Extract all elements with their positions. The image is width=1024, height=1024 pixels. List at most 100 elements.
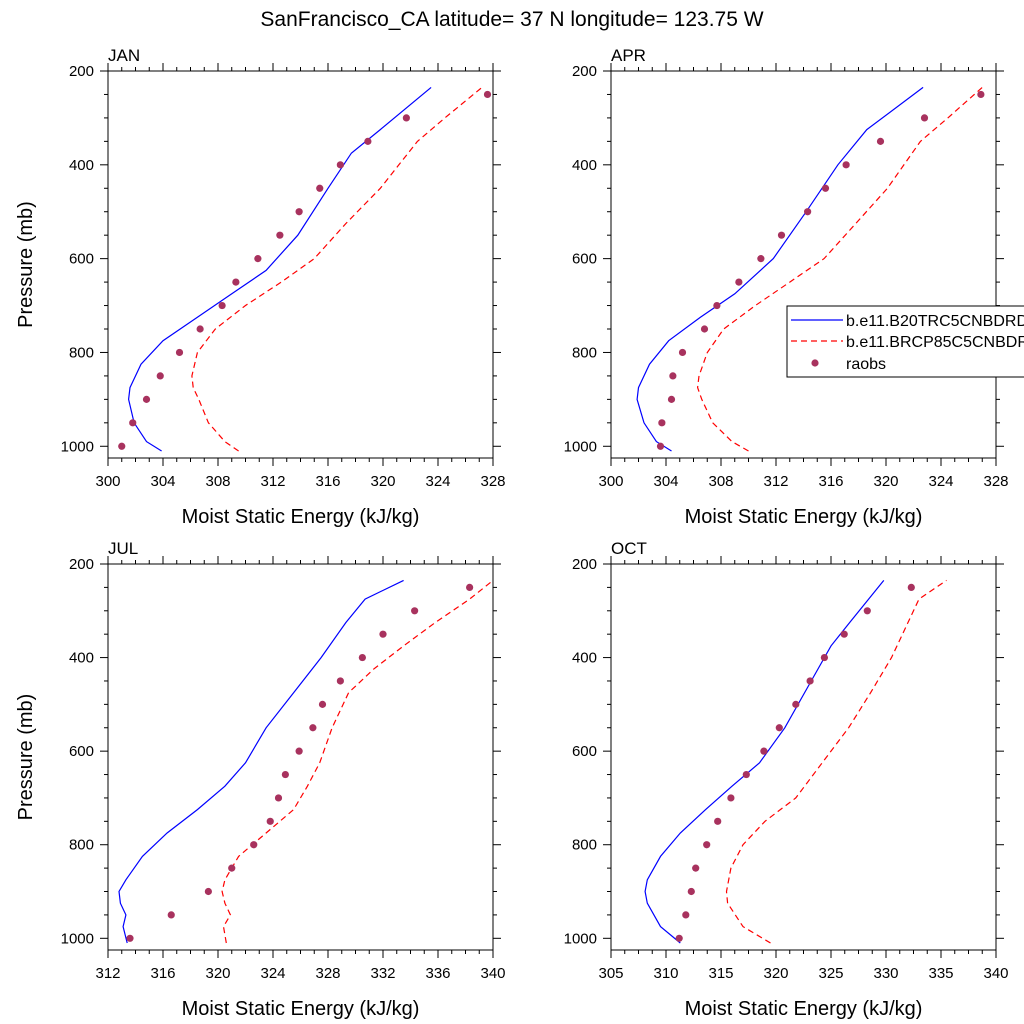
legend-box	[786, 305, 1024, 378]
raobs-point	[118, 442, 126, 450]
raobs-point	[792, 700, 800, 708]
y-tick-label: 1000	[61, 438, 94, 455]
x-tick-label: 324	[928, 473, 953, 490]
x-tick-label: 300	[598, 473, 623, 490]
series-line-b20trc5cnbdrd	[127, 86, 432, 452]
y-tick-label: 600	[572, 251, 597, 268]
x-tick-label: 328	[983, 473, 1008, 490]
raobs-point	[483, 90, 492, 99]
raobs-point	[658, 419, 666, 427]
y-tick-label: 600	[69, 251, 94, 268]
raobs-point	[276, 231, 284, 239]
panels: 300 304 308 312 316 320 324 328 200 400 600 800 1000…	[15, 46, 1009, 1020]
series-raobs	[656, 90, 985, 450]
raobs-point	[358, 653, 366, 662]
y-tick-label: 400	[572, 650, 597, 667]
x-tick-label: 340	[983, 965, 1008, 982]
x-tick-label: 300	[95, 473, 120, 490]
raobs-point	[876, 137, 885, 145]
y-tick-label: 800	[572, 837, 597, 854]
legend-label: b.e11.B20TRC5CNBDRD	[846, 313, 1024, 330]
raobs-point	[156, 372, 164, 380]
raobs-point	[254, 255, 262, 263]
plot-frame	[610, 563, 997, 951]
x-tick-label: 320	[873, 473, 898, 490]
x-tick-label: 320	[370, 473, 395, 490]
y-tick-label: 400	[572, 157, 597, 174]
y-tick-label: 1000	[564, 438, 597, 455]
x-axis-label: Moist Static Energy (kJ/kg)	[685, 506, 923, 528]
y-tick-label: 1000	[61, 930, 94, 947]
raobs-point	[411, 607, 419, 615]
x-tick-label: 324	[260, 965, 285, 982]
y-tick-label: 400	[69, 650, 94, 667]
x-tick-label: 320	[763, 965, 788, 982]
y-tick-label: 400	[69, 157, 94, 174]
x-tick-label: 332	[370, 965, 395, 982]
plot-frame	[107, 563, 494, 951]
raobs-point	[669, 372, 677, 380]
raobs-point	[379, 630, 387, 638]
raobs-point	[907, 583, 915, 591]
raobs-point	[775, 724, 783, 732]
raobs-point	[735, 278, 743, 286]
legend-label: b.e11.BRCP85C5CNBDRD	[846, 334, 1024, 351]
raobs-point	[318, 700, 327, 708]
raobs-point	[742, 770, 750, 779]
x-tick-label: 312	[95, 965, 120, 982]
y-tick-label: 200	[572, 63, 597, 80]
raobs-point	[228, 864, 236, 872]
x-tick-label: 328	[480, 473, 505, 490]
x-tick-label: 320	[205, 965, 230, 982]
panel-jan: 300 304 308 312 316 320 324 328 200 400 600 800 1000…	[15, 46, 506, 528]
raobs-point	[402, 114, 410, 122]
x-tick-label: 304	[653, 473, 678, 490]
y-tick-label: 200	[572, 556, 597, 573]
series-raobs	[675, 583, 915, 942]
legend-label: raobs	[846, 356, 886, 373]
raobs-point	[167, 911, 175, 919]
y-tick-label: 600	[69, 743, 94, 760]
x-tick-label: 308	[708, 473, 733, 490]
x-tick-label: 308	[205, 473, 230, 490]
legend: b.e11.B20TRC5CNBDRD b.e11.BRCP85C5CNBDRD r…	[786, 305, 1024, 378]
raobs-point	[727, 794, 735, 802]
raobs-point	[309, 724, 317, 732]
panel-title: APR	[611, 46, 646, 65]
y-tick-label: 800	[69, 837, 94, 854]
y-tick-label: 600	[572, 743, 597, 760]
x-tick-label: 316	[818, 473, 843, 490]
panel-jul: 312 316 320 324 328 332 336 340 200 400 600 800 1000…	[15, 539, 506, 1020]
legend-marker-raobs	[811, 359, 819, 367]
x-axis-label: Moist Static Energy (kJ/kg)	[685, 998, 923, 1020]
raobs-point	[266, 817, 274, 825]
x-tick-label: 304	[150, 473, 175, 490]
raobs-point	[687, 887, 695, 896]
raobs-point	[175, 348, 184, 357]
series-line-b20trc5cnbdrd	[636, 86, 924, 452]
y-axis-label: Pressure (mb)	[15, 694, 37, 821]
raobs-point	[820, 653, 829, 662]
raobs-point	[777, 231, 786, 239]
x-tick-label: 316	[315, 473, 340, 490]
series-line-brcp85c5cnbdrd	[696, 86, 983, 452]
y-tick-label: 200	[69, 63, 94, 80]
raobs-point	[250, 841, 258, 849]
raobs-point	[281, 770, 289, 779]
series-line-brcp85c5cnbdrd	[221, 579, 494, 944]
raobs-point	[842, 161, 850, 169]
raobs-point	[821, 184, 830, 192]
panel-apr: 300 304 308 312 316 320 324 328 200 400 600 800 1000…	[564, 46, 1009, 528]
raobs-point	[675, 934, 683, 942]
raobs-point	[757, 255, 765, 263]
raobs-point	[804, 208, 812, 216]
panel-title: JUL	[108, 539, 138, 558]
raobs-point	[316, 184, 324, 192]
series-line-brcp85c5cnbdrd	[725, 579, 947, 944]
raobs-point	[682, 911, 690, 919]
panel-oct: 305 310 315 320 325 330 335 340 200 400 600 800 1000…	[564, 539, 1009, 1020]
x-tick-label: 315	[708, 965, 733, 982]
raobs-point	[977, 90, 985, 99]
x-tick-label: 310	[653, 965, 678, 982]
